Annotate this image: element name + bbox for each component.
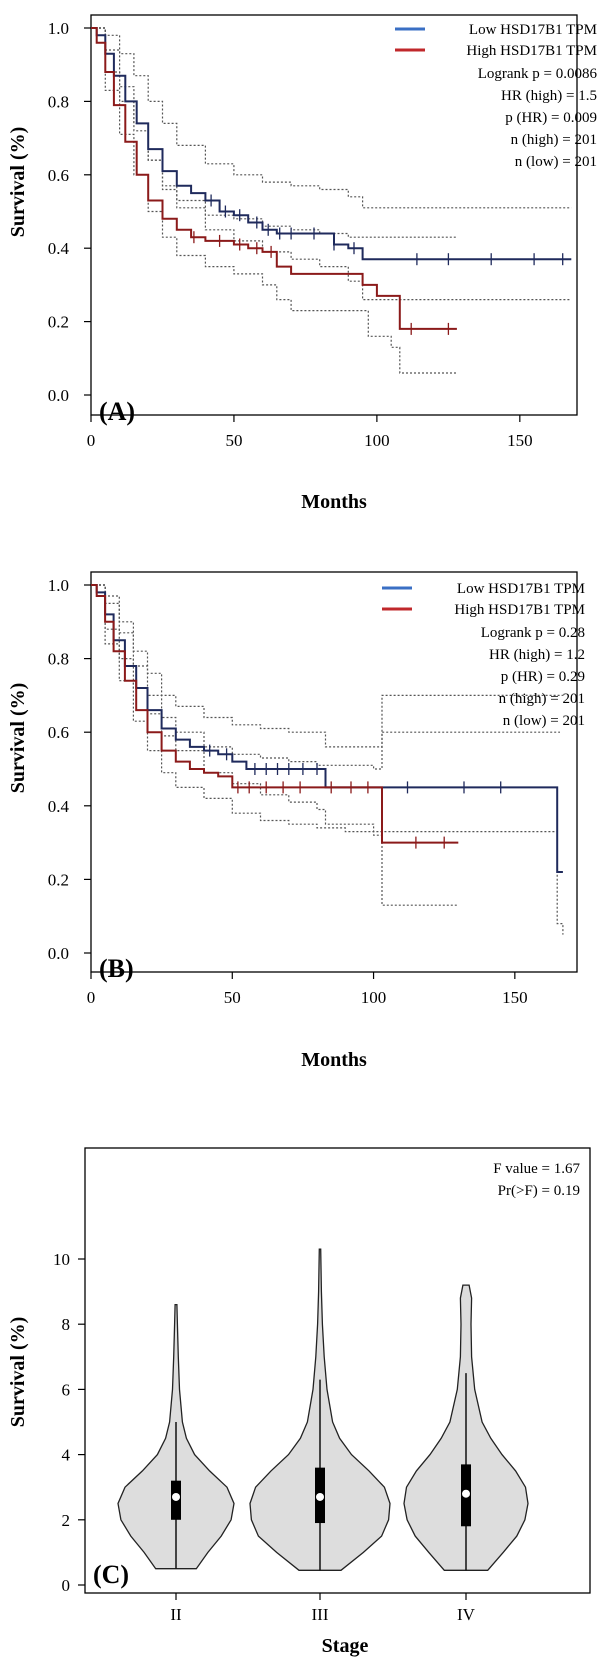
panel-b-legend: Low HSD17B1 TPM High HSD17B1 TPM: [382, 581, 585, 618]
high-survival-line: [91, 27, 457, 330]
x-tick-label-IV: IV: [457, 1605, 476, 1624]
n-low-text: n (low) = 201: [503, 713, 585, 729]
y-tick-label: 0.6: [48, 723, 69, 742]
y-tick-label: 6: [62, 1380, 71, 1399]
y-tick-label: 0.4: [48, 797, 70, 816]
y-tick-label: 1.0: [48, 19, 69, 38]
n-low-text: n (low) = 201: [515, 154, 597, 170]
x-tick-label: 100: [364, 431, 390, 450]
panel-a-y-ticks: 0.0 0.2 0.4 0.6 0.8 1.0: [48, 19, 91, 405]
x-tick-label: 50: [225, 431, 242, 450]
p-hr-text: p (HR) = 0.29: [501, 669, 585, 685]
p-hr-text: p (HR) = 0.009: [505, 110, 597, 126]
y-tick-label: 0.2: [48, 313, 69, 332]
y-tick-label: 0.8: [48, 650, 69, 669]
panel-c-x-ticks: II III IV: [170, 1593, 476, 1624]
ci-line-3: [91, 27, 457, 374]
legend-label-low: Low HSD17B1 TPM: [457, 581, 585, 597]
low-survival-line: [91, 27, 572, 261]
y-tick-label: 0.6: [48, 166, 69, 185]
panel-b-chart: 0.0 0.2 0.4 0.6 0.8 1.0 0 50 100 150 Months Surv…: [7, 571, 585, 1071]
y-tick-label: 0.2: [48, 870, 69, 889]
ci-line-0: [91, 27, 572, 209]
legend-label-high: High HSD17B1 TPM: [466, 43, 597, 59]
panel-c-label: (C): [93, 1560, 129, 1589]
x-tick-label-III: III: [312, 1605, 329, 1624]
panel-a-x-ticks: 0 50 100 150: [87, 415, 533, 450]
panel-a-plot-area: [90, 14, 578, 416]
x-tick-label: 50: [224, 988, 241, 1007]
y-tick-label: 0.8: [48, 92, 69, 111]
y-tick-label: 0.4: [48, 239, 70, 258]
panel-b-series-lines: [91, 584, 563, 873]
n-high-text: n (high) = 201: [511, 132, 597, 148]
x-tick-label: 100: [361, 988, 387, 1007]
y-tick-label: 0.0: [48, 944, 69, 963]
panel-b-y-ticks: 0.0 0.2 0.4 0.6 0.8 1.0: [48, 576, 91, 963]
panel-a-y-axis-label: Survival (%): [7, 127, 29, 238]
f-value-text: F value = 1.67: [493, 1161, 580, 1177]
panel-a-chart: 0.0 0.2 0.4 0.6 0.8 1.0 0 50 100 150 Months Surv…: [7, 14, 598, 513]
hr-high-text: HR (high) = 1.5: [501, 88, 597, 104]
panel-c-plot-area: [84, 1147, 591, 1594]
panel-b-label: (B): [99, 954, 134, 983]
violin-median-III: [316, 1492, 324, 1501]
panel-c-x-axis-label: Stage: [322, 1635, 369, 1657]
x-tick-label: 150: [502, 988, 528, 1007]
y-tick-label: 1.0: [48, 576, 69, 595]
y-tick-label: 2: [62, 1511, 71, 1530]
logrank-p-text: Logrank p = 0.28: [481, 625, 585, 641]
y-tick-label: 0: [62, 1576, 71, 1595]
panel-a-x-axis-label: Months: [301, 491, 367, 513]
legend-label-high: High HSD17B1 TPM: [454, 602, 585, 618]
panel-b-x-axis-label: Months: [301, 1049, 367, 1071]
panel-c-stats: F value = 1.67 Pr(>F) = 0.19: [493, 1161, 580, 1199]
panel-b-plot-area: [90, 571, 578, 973]
x-tick-label: 0: [87, 988, 96, 1007]
panel-b-y-axis-label: Survival (%): [7, 683, 29, 794]
panel-a-stats: Logrank p = 0.0086 HR (high) = 1.5 p (HR…: [478, 66, 598, 170]
panel-c-y-ticks: 0 2 4 6 8 10: [53, 1250, 85, 1595]
panel-b-stats: Logrank p = 0.28 HR (high) = 1.2 p (HR) …: [481, 625, 585, 729]
y-tick-label: 8: [62, 1315, 71, 1334]
panel-a-label: (A): [99, 397, 135, 426]
n-high-text: n (high) = 201: [499, 691, 585, 707]
panel-a-series-lines: [91, 27, 572, 335]
panel-a-legend: Low HSD17B1 TPM High HSD17B1 TPM: [395, 22, 597, 59]
panel-b-x-ticks: 0 50 100 150: [87, 972, 528, 1007]
violin-median-II: [172, 1492, 180, 1501]
x-tick-label: 150: [507, 431, 533, 450]
hr-high-text: HR (high) = 1.2: [489, 647, 585, 663]
high-survival-line: [91, 584, 459, 844]
y-tick-label: 10: [53, 1250, 70, 1269]
y-tick-label: 4: [62, 1446, 71, 1465]
panel-c-violins: [117, 1248, 529, 1571]
ci-line-2: [91, 27, 457, 238]
x-tick-label-II: II: [170, 1605, 182, 1624]
low-survival-line: [91, 584, 563, 873]
x-tick-label: 0: [87, 431, 96, 450]
panel-c-y-axis-label: Survival (%): [7, 1317, 29, 1428]
ci-line-3: [91, 584, 459, 906]
logrank-p-text: Logrank p = 0.0086: [478, 66, 598, 82]
violin-median-IV: [462, 1489, 470, 1498]
y-tick-label: 0.0: [48, 386, 69, 405]
legend-label-low: Low HSD17B1 TPM: [469, 22, 597, 38]
pr-f-text: Pr(>F) = 0.19: [498, 1183, 580, 1199]
